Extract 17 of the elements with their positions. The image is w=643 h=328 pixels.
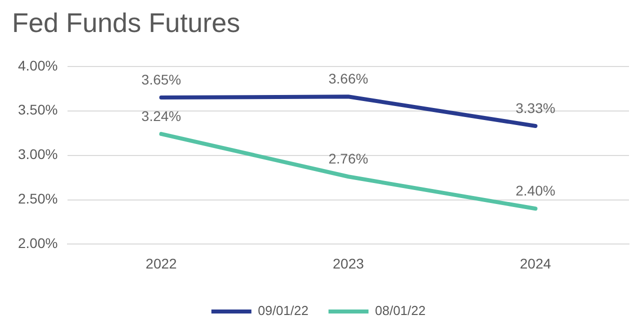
y-tick-label: 4.00% <box>18 57 58 74</box>
y-tick-label: 2.00% <box>18 235 58 252</box>
data-label: 3.33% <box>516 100 556 116</box>
x-tick-label: 2024 <box>520 255 552 272</box>
y-tick-label: 2.50% <box>18 190 58 207</box>
data-label: 3.65% <box>141 71 182 88</box>
chart-title: Fed Funds Futures <box>12 8 240 39</box>
y-tick-label: 3.00% <box>18 146 58 162</box>
data-label: 3.24% <box>141 108 182 124</box>
data-label: 2.76% <box>328 150 368 166</box>
x-tick-label: 2022 <box>146 255 178 272</box>
data-label: 2.40% <box>516 182 556 198</box>
data-label: 3.66% <box>328 70 368 86</box>
y-tick-label: 3.50% <box>18 102 58 118</box>
legend-label: 08/01/22 <box>375 303 426 318</box>
x-tick-label: 2023 <box>332 255 364 272</box>
legend-label: 09/01/22 <box>258 303 309 318</box>
